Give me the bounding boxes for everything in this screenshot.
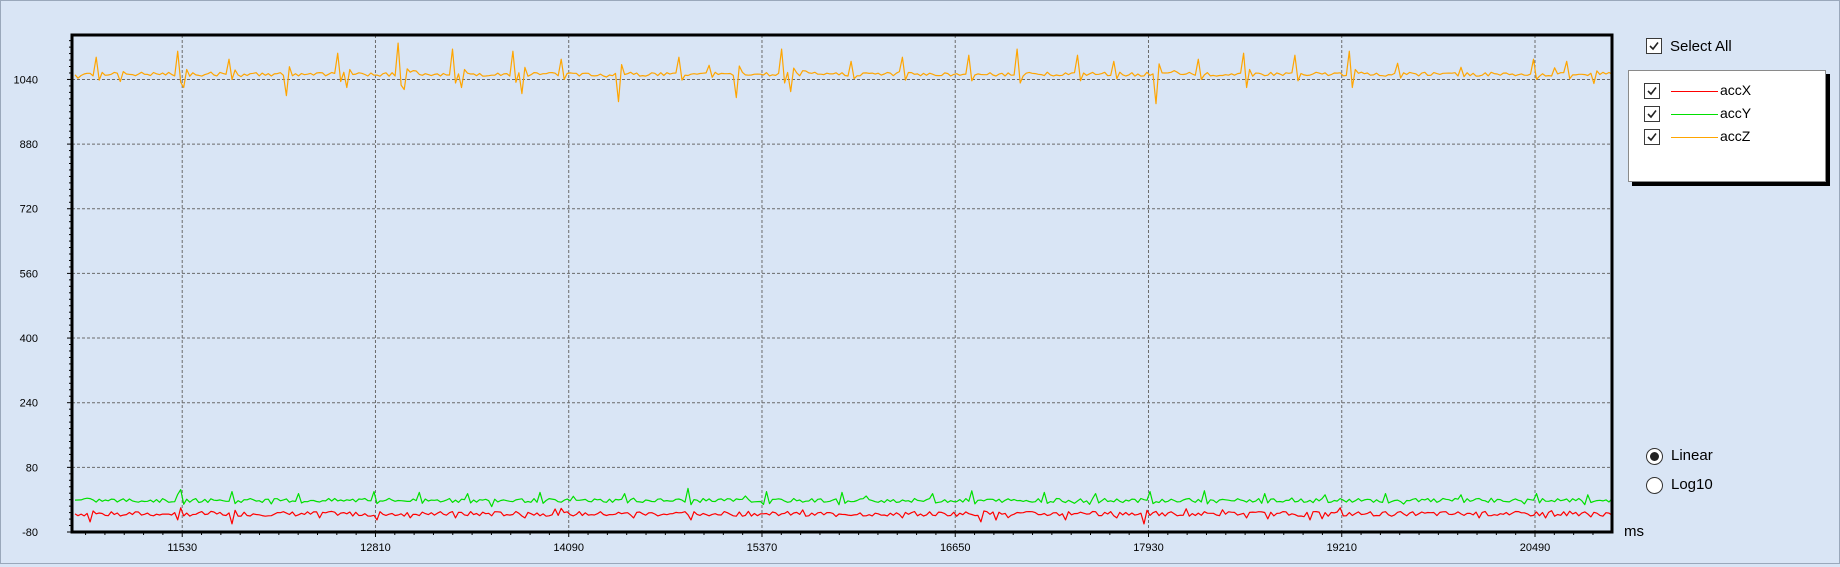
y-tick-label: 400 [20, 333, 38, 345]
x-tick-label: 14090 [553, 542, 584, 554]
y-tick-label: 1040 [14, 74, 38, 86]
legend-swatch [1671, 137, 1718, 138]
x-axis-unit-label: ms [1624, 523, 1644, 540]
checkbox-icon[interactable] [1644, 83, 1660, 99]
y-tick-label: 560 [20, 268, 38, 280]
legend-item-accz[interactable]: accZ [1644, 128, 1814, 146]
y-tick-label: 80 [26, 462, 38, 474]
scale-log10-label: Log10 [1671, 476, 1713, 493]
legend-swatch [1671, 114, 1718, 115]
plot-area [72, 35, 1612, 532]
x-tick-label: 16650 [940, 542, 971, 554]
series-line-accz [74, 42, 1613, 105]
axis-tick-labels: -80 80 240 400 560 720 880 1040 11530 12810 14090 1… [14, 74, 1551, 554]
y-tick-label: 240 [20, 398, 38, 410]
y-tick-label: -80 [22, 527, 38, 539]
scale-linear-label: Linear [1671, 447, 1713, 464]
checkbox-icon[interactable] [1644, 129, 1660, 145]
x-tick-label: 19210 [1326, 542, 1357, 554]
series-line-accx [74, 507, 1613, 525]
legend-swatch [1671, 91, 1718, 92]
legend-item-accy[interactable]: accY [1644, 105, 1814, 123]
legend-label: accY [1720, 105, 1752, 121]
axis-ticks [67, 40, 1594, 537]
select-all-label: Select All [1670, 38, 1732, 55]
x-tick-label: 17930 [1133, 542, 1164, 554]
legend-label: accX [1720, 82, 1752, 98]
x-tick-label: 12810 [360, 542, 391, 554]
radio-selected-icon[interactable] [1646, 448, 1663, 465]
plot-border [70, 33, 1614, 534]
legend-item-accx[interactable]: accX [1644, 82, 1814, 100]
checkbox-icon[interactable] [1644, 106, 1660, 122]
series-lines [74, 42, 1613, 525]
x-tick-label: 15370 [747, 542, 778, 554]
y-tick-label: 720 [20, 204, 38, 216]
x-tick-label: 11530 [167, 542, 197, 554]
grid-lines [72, 35, 1612, 533]
y-tick-label: 880 [20, 139, 38, 151]
series-line-accy [74, 487, 1613, 508]
checkbox-icon[interactable] [1646, 38, 1662, 54]
legend: accX accY accZ [1628, 70, 1826, 182]
radio-unselected-icon[interactable] [1646, 477, 1663, 494]
legend-label: accZ [1720, 128, 1751, 144]
x-tick-label: 20490 [1520, 542, 1551, 554]
